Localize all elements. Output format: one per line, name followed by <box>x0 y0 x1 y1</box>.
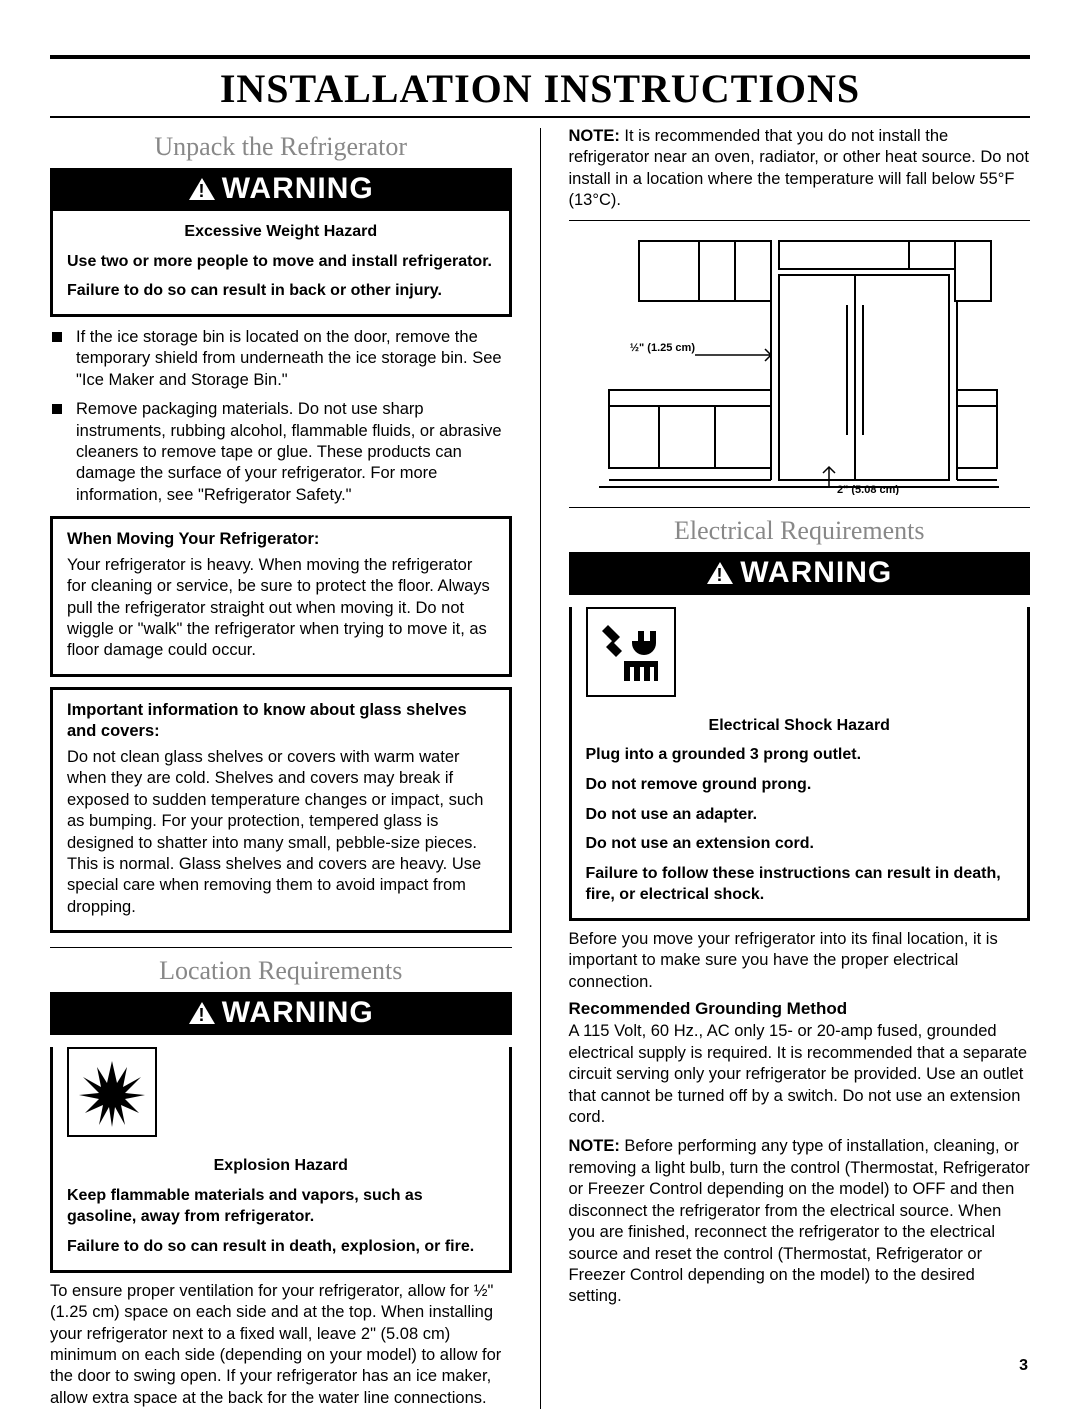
bullet-icon <box>52 404 62 414</box>
note-bottom: NOTE: Before performing any type of inst… <box>569 1136 1031 1308</box>
warn-explosion-title: Explosion Hazard <box>67 1155 495 1177</box>
warn-weight-line2: Failure to do so can result in back or o… <box>67 280 495 302</box>
clearance-diagram-wrap: ½" (1.25 cm) 2" (5.08 cm) <box>569 220 1031 508</box>
glass-box: Important information to know about glas… <box>50 687 512 933</box>
grounding-text: A 115 Volt, 60 Hz., AC only 15- or 20-am… <box>569 1021 1031 1128</box>
warning-banner-electrical: ! WARNING <box>569 552 1031 595</box>
note-top-text: It is recommended that you do not instal… <box>569 127 1029 209</box>
warn-elec-line1: Plug into a grounded 3 prong outlet. <box>586 744 1014 766</box>
warn-elec-line2: Do not remove ground prong. <box>586 774 1014 796</box>
note-label: NOTE: <box>569 1137 620 1155</box>
svg-text:!: ! <box>717 565 724 585</box>
clearance-diagram: ½" (1.25 cm) 2" (5.08 cm) <box>599 235 999 495</box>
warning-label: WARNING <box>222 172 374 206</box>
top-divider <box>50 55 1030 59</box>
svg-text:!: ! <box>198 181 205 201</box>
warn-weight-line1: Use two or more people to move and insta… <box>67 251 495 273</box>
heading-electrical: Electrical Requirements <box>569 516 1031 546</box>
bullet-icon <box>52 332 62 342</box>
note-bottom-text: Before performing any type of installati… <box>569 1137 1030 1305</box>
title-underline <box>50 116 1030 118</box>
left-column: Unpack the Refrigerator ! WARNING Excess… <box>50 124 512 1409</box>
warning-triangle-icon: ! <box>188 177 216 201</box>
column-divider <box>540 128 541 1409</box>
moving-box: When Moving Your Refrigerator: Your refr… <box>50 516 512 677</box>
grounding-heading: Recommended Grounding Method <box>569 999 1031 1019</box>
unpack-bullets: If the ice storage bin is located on the… <box>50 327 512 507</box>
diagram-label-side: ½" (1.25 cm) <box>630 342 695 354</box>
bullet-text: If the ice storage bin is located on the… <box>76 327 512 391</box>
warn-elec-line3: Do not use an adapter. <box>586 804 1014 826</box>
glass-box-title: Important information to know about glas… <box>67 700 495 743</box>
warn-box-electrical: Electrical Shock Hazard Plug into a grou… <box>569 607 1031 921</box>
page-number: 3 <box>1019 1357 1028 1375</box>
warn-elec-line4: Do not use an extension cord. <box>586 833 1014 855</box>
heading-location: Location Requirements <box>50 956 512 986</box>
page-title: INSTALLATION INSTRUCTIONS <box>50 65 1030 112</box>
explosion-icon <box>75 1055 149 1129</box>
note-top: NOTE: It is recommended that you do not … <box>569 126 1031 212</box>
shock-icon <box>594 615 668 689</box>
warn-elec-line5: Failure to follow these instructions can… <box>586 863 1014 906</box>
warn-explosion-line1: Keep flammable materials and vapors, suc… <box>67 1185 495 1228</box>
pre-move-text: Before you move your refrigerator into i… <box>569 929 1031 993</box>
warn-box-weight: Excessive Weight Hazard Use two or more … <box>50 211 512 317</box>
warning-triangle-icon: ! <box>706 561 734 585</box>
warning-banner-weight: ! WARNING <box>50 168 512 211</box>
explosion-icon-box <box>67 1047 157 1137</box>
svg-text:!: ! <box>198 1005 205 1025</box>
shock-icon-box <box>586 607 676 697</box>
right-column: NOTE: It is recommended that you do not … <box>569 124 1031 1409</box>
warn-explosion-line2: Failure to do so can result in death, ex… <box>67 1236 495 1258</box>
divider <box>50 947 512 948</box>
warn-weight-title: Excessive Weight Hazard <box>67 221 495 243</box>
diagram-label-bottom: 2" (5.08 cm) <box>837 484 899 495</box>
warning-banner-explosion: ! WARNING <box>50 992 512 1035</box>
glass-box-text: Do not clean glass shelves or covers wit… <box>67 747 495 919</box>
bullet-text: Remove packaging materials. Do not use s… <box>76 399 512 506</box>
warning-triangle-icon: ! <box>188 1001 216 1025</box>
moving-box-title: When Moving Your Refrigerator: <box>67 529 495 550</box>
note-label: NOTE: <box>569 127 620 145</box>
warning-label: WARNING <box>222 996 374 1030</box>
warn-box-explosion: Explosion Hazard Keep flammable material… <box>50 1047 512 1272</box>
heading-unpack: Unpack the Refrigerator <box>50 132 512 162</box>
bullet-item: Remove packaging materials. Do not use s… <box>50 399 512 506</box>
warning-label: WARNING <box>740 556 892 590</box>
moving-box-text: Your refrigerator is heavy. When moving … <box>67 555 495 662</box>
warn-elec-title: Electrical Shock Hazard <box>586 715 1014 737</box>
bullet-item: If the ice storage bin is located on the… <box>50 327 512 391</box>
ventilation-text: To ensure proper ventilation for your re… <box>50 1281 512 1409</box>
